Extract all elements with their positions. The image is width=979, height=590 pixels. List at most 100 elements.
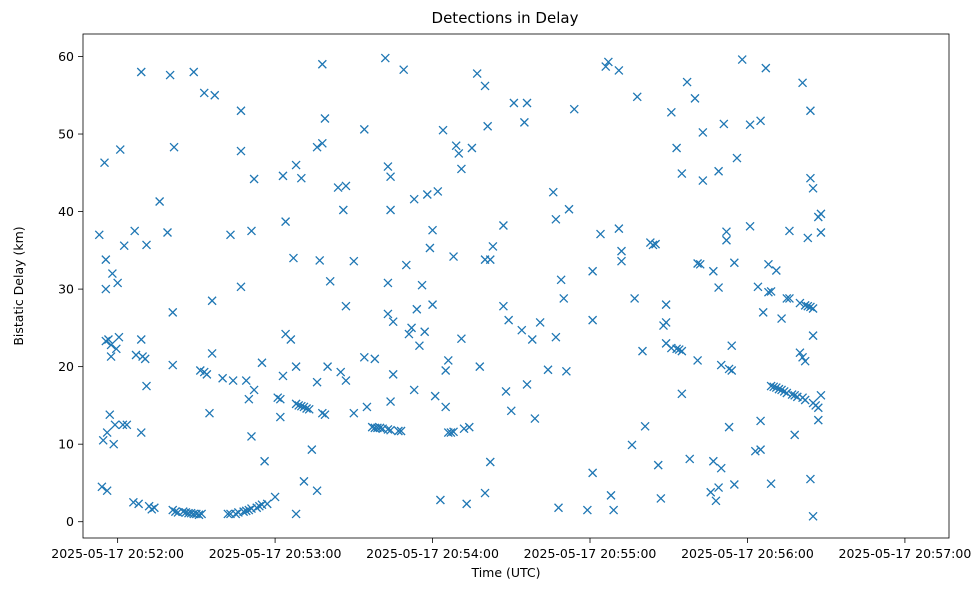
data-point-64 (223, 509, 233, 519)
data-point-198 (506, 406, 516, 416)
data-point-271 (722, 235, 731, 245)
data-point-220 (588, 468, 598, 478)
data-point-149 (388, 317, 398, 327)
data-point-24 (130, 226, 140, 236)
data-point-253 (685, 454, 695, 464)
data-point-39 (165, 70, 175, 80)
data-point-61 (207, 296, 217, 306)
data-point-109 (304, 404, 314, 414)
data-point-300 (779, 386, 789, 396)
data-point-306 (790, 430, 800, 440)
data-point-251 (677, 389, 687, 399)
data-point-171 (441, 402, 451, 412)
data-point-183 (464, 422, 474, 432)
data-point-201 (519, 117, 529, 127)
data-point-307 (790, 390, 800, 400)
data-point-263 (711, 496, 721, 506)
data-point-140 (383, 309, 393, 319)
data-point-74 (241, 506, 251, 516)
data-point-243 (661, 300, 671, 310)
data-point-128 (349, 256, 359, 266)
data-point-278 (732, 153, 742, 163)
data-point-210 (551, 214, 561, 224)
data-point-195 (498, 221, 508, 230)
data-point-219 (588, 315, 598, 325)
data-point-29 (136, 428, 146, 438)
x-tick-label: 2025-05-17 20:57:00 (839, 546, 972, 561)
data-point-188 (480, 488, 490, 498)
data-point-185 (472, 69, 482, 79)
data-point-216 (569, 104, 579, 114)
data-point-184 (467, 143, 477, 153)
data-point-19 (115, 145, 125, 154)
x-tick-label: 2025-05-17 20:55:00 (524, 546, 657, 561)
data-point-46 (178, 507, 188, 517)
data-point-305 (787, 390, 797, 400)
data-point-223 (603, 57, 613, 67)
data-point-130 (359, 124, 369, 134)
data-point-276 (729, 480, 739, 489)
data-point-70 (236, 106, 246, 116)
data-point-36 (149, 503, 159, 513)
data-point-148 (388, 369, 398, 379)
data-point-43 (168, 505, 178, 515)
data-point-294 (769, 382, 779, 392)
y-tick-label: 50 (58, 127, 74, 142)
data-point-2 (98, 435, 108, 445)
data-point-238 (653, 460, 663, 470)
data-point-63 (218, 373, 228, 383)
data-point-144 (386, 172, 396, 182)
data-point-51 (189, 67, 199, 77)
data-point-58 (202, 369, 212, 379)
data-point-181 (459, 424, 469, 434)
data-point-230 (627, 440, 637, 450)
data-point-200 (517, 325, 527, 335)
data-point-79 (247, 431, 256, 441)
data-point-14 (109, 439, 119, 449)
data-point-40 (168, 307, 178, 317)
data-point-103 (294, 400, 304, 410)
data-point-152 (399, 65, 409, 75)
data-point-31 (140, 354, 150, 364)
data-point-255 (693, 259, 703, 268)
data-point-260 (706, 487, 716, 497)
data-point-239 (656, 493, 666, 503)
data-point-66 (226, 230, 235, 240)
data-point-264 (714, 483, 724, 493)
data-points (94, 53, 826, 521)
data-point-100 (291, 160, 301, 170)
data-point-88 (262, 499, 272, 509)
data-point-129 (349, 408, 359, 418)
data-point-331 (813, 403, 823, 413)
data-point-158 (412, 304, 422, 314)
data-point-225 (609, 505, 619, 515)
data-point-218 (588, 266, 598, 276)
data-point-21 (119, 241, 129, 251)
data-point-102 (291, 399, 301, 409)
data-point-117 (317, 59, 327, 69)
data-point-159 (414, 341, 424, 351)
data-point-155 (407, 323, 417, 333)
data-point-227 (614, 65, 624, 75)
data-point-83 (252, 503, 262, 513)
data-point-18 (114, 332, 124, 342)
x-axis-label: Time (UTC) (470, 565, 540, 580)
data-point-143 (383, 162, 393, 172)
data-point-108 (302, 404, 312, 413)
chart-title: Detections in Delay (432, 9, 579, 27)
x-tick-label: 2025-05-17 20:53:00 (209, 546, 342, 561)
data-point-319 (805, 106, 815, 116)
data-point-116 (317, 138, 327, 148)
data-point-296 (771, 383, 781, 393)
data-point-334 (816, 390, 826, 400)
data-point-60 (207, 348, 217, 358)
data-point-279 (737, 55, 747, 65)
data-point-315 (800, 395, 810, 405)
data-point-126 (341, 301, 351, 311)
data-point-110 (307, 445, 317, 455)
data-point-281 (745, 120, 755, 130)
data-point-93 (278, 371, 288, 381)
data-point-221 (596, 229, 605, 239)
data-point-182 (462, 499, 472, 509)
